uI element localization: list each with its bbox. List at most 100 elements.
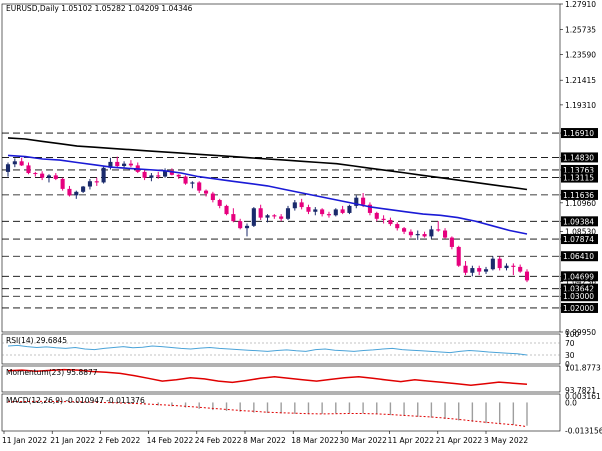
date-label: 18 Mar 2022 [291,436,339,445]
price-pane [1,3,561,432]
candle-body [483,269,489,272]
candle-body [367,204,372,213]
macd-axis-label: -0.013156 [565,426,602,435]
candle-body [415,234,420,236]
pane-frame [1,333,561,365]
candle-body [381,218,386,220]
candle-body [326,214,332,216]
level-tag-label: 1.06410 [563,252,594,261]
candle-body [231,214,236,222]
level-tag-label: 1.13763 [563,166,594,175]
pane-frame [1,393,561,432]
candle-body [53,175,58,179]
level-tag-label: 1.04699 [563,272,594,281]
candle-body [81,186,86,192]
momentum-axis-label: 101.8773 [565,364,601,373]
candle-body [224,205,229,215]
candle-body [26,165,31,174]
candle-body [5,164,11,172]
candle-body [163,170,168,177]
level-tag [561,271,598,282]
candle-body [490,258,495,270]
price-axis: 1.27910 1.25735 1.23590 1.21415 1.19310 1.169… [560,0,598,337]
candle-body [374,212,379,219]
rsi-axis-label: 70 [565,339,575,348]
candle-body [408,231,413,236]
candle-body [429,229,434,237]
candle-body [128,163,133,166]
date-label: 11 Apr 2022 [388,436,435,445]
candle-body [320,209,325,215]
date-label: 11 Jan 2022 [2,436,47,445]
price-label: 1.25735 [565,26,596,35]
rsi-label: RSI(14) 29.6845 [6,336,67,345]
candle-body [347,205,352,213]
price-label: 1.08530 [565,227,596,236]
price-label: 0.99950 [565,328,596,337]
level-tag [561,172,598,183]
price-label: 1.27910 [565,0,596,9]
date-label: 21 Jan 2022 [50,436,95,445]
candle-body [504,265,509,269]
candle-body [46,175,52,178]
candle-body [402,228,407,232]
level-tag-label: 1.09384 [563,217,594,226]
candle-body [217,200,222,206]
candle-body [12,161,17,165]
candle-body [197,182,202,191]
date-axis: 11 Jan 2022 21 Jan 2022 2 Feb 2022 14 Feb 2… [2,431,528,445]
candle-body [122,163,127,167]
candle-body [74,191,79,196]
candle-body [436,229,441,231]
level-tag-label: 1.07874 [563,235,594,244]
candle-body [210,193,215,201]
candle-body [115,161,120,167]
candle-body [279,216,284,219]
candle-body [156,175,161,177]
rsi-axis-label: 0 [565,360,570,369]
candle-body [340,209,345,213]
level-tag-label: 1.14830 [563,153,594,162]
date-label: 14 Feb 2022 [147,436,194,445]
candle-body [354,197,359,206]
candle-body [67,188,72,196]
candle-body [251,208,256,226]
level-tag [561,216,598,227]
candle-body [142,171,147,178]
candle-body [244,225,250,229]
pane-frame [1,365,561,393]
candle-body [265,215,270,218]
candle-body [518,266,523,272]
candle-body [456,246,461,266]
level-tag-label: 1.11636 [563,191,594,200]
candle-body [169,170,174,175]
candle-body [449,237,454,247]
level-tag-label: 1.03642 [563,285,594,294]
candle-body [94,181,99,183]
level-tag-label: 1.16910 [563,129,594,138]
candle-body [285,208,291,219]
candle-body [306,207,311,212]
candle-body [361,197,366,205]
momentum-pane: Momentum(23) 95.8877 101.8773 93.7821 [6,364,601,395]
candle-body [238,221,243,229]
date-label: 21 Apr 2022 [436,436,483,445]
candle-body [176,174,181,177]
momentum-line [7,368,528,386]
candle-body [524,271,530,281]
candle-body [190,182,195,184]
moving-average-line [7,137,528,191]
level-tag [561,234,598,245]
macd-label: MACD(12,26,9) -0.010947 -0.011376 [6,396,145,405]
level-tag-label: 1.02000 [563,304,594,313]
rsi-axis-label: 30 [565,351,575,360]
level-tag [561,283,598,294]
price-label: 1.04236 [565,278,596,287]
candle-body [463,265,468,273]
macd-axis-label: 0.003161 [565,392,601,401]
candle-body [40,173,45,178]
level-tag-label: 1.13115 [563,174,594,183]
price-label: 1.23590 [565,51,596,60]
macd-signal-line [7,400,528,428]
candle-body [60,178,65,189]
